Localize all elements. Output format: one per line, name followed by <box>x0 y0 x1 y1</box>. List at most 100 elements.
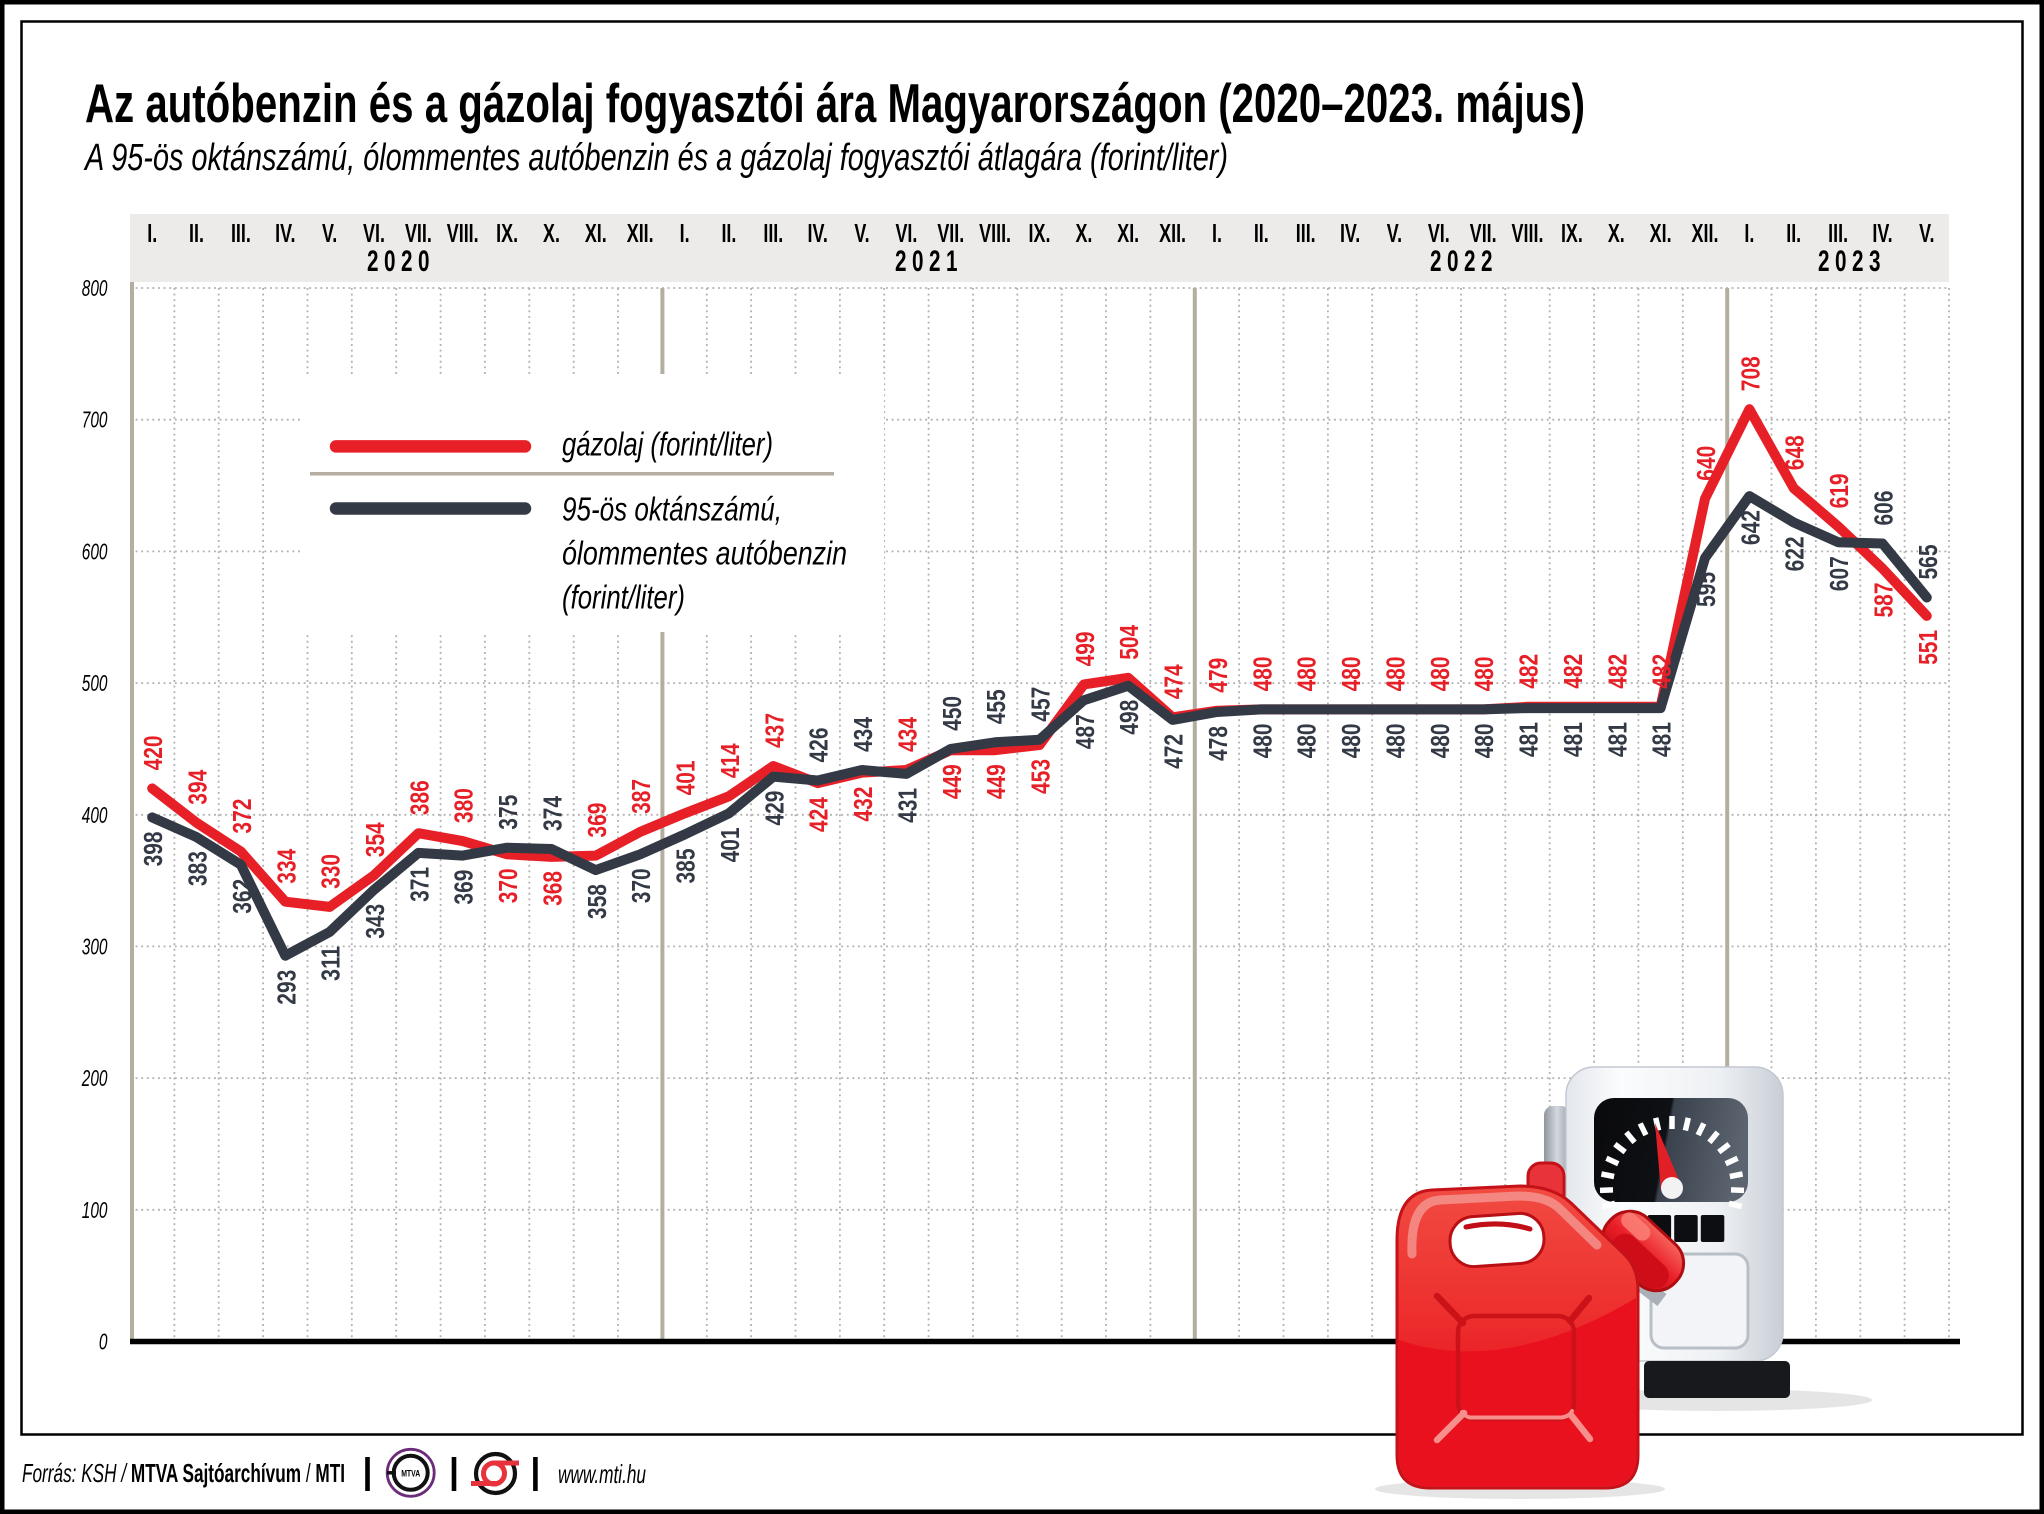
svg-text:480: 480 <box>1292 656 1322 691</box>
svg-text:XII.: XII. <box>627 218 654 248</box>
svg-text:362: 362 <box>227 879 257 914</box>
svg-text:387: 387 <box>626 779 656 814</box>
svg-text:480: 480 <box>1247 656 1277 691</box>
svg-text:I.: I. <box>1744 218 1754 248</box>
svg-text:IV.: IV. <box>808 218 828 248</box>
svg-text:700: 700 <box>82 407 108 433</box>
svg-text:ólommentes autóbenzin: ólommentes autóbenzin <box>562 535 847 572</box>
svg-text:MTVA Sajtóarchívum: MTVA Sajtóarchívum <box>131 1458 301 1488</box>
svg-text:2022: 2022 <box>1430 245 1498 278</box>
svg-text:400: 400 <box>82 802 108 828</box>
svg-text:481: 481 <box>1647 722 1677 757</box>
svg-text:V.: V. <box>322 218 337 248</box>
svg-text:480: 480 <box>1247 723 1277 758</box>
svg-text:VII.: VII. <box>937 218 964 248</box>
svg-text:432: 432 <box>848 787 878 822</box>
svg-text:600: 600 <box>82 538 108 564</box>
svg-text:449: 449 <box>937 764 967 799</box>
svg-text:VIII.: VIII. <box>447 218 479 248</box>
svg-text:gázolaj (forint/liter): gázolaj (forint/liter) <box>562 426 773 463</box>
svg-text:498: 498 <box>1114 700 1144 735</box>
svg-text:619: 619 <box>1824 473 1854 508</box>
svg-text:II.: II. <box>721 218 736 248</box>
svg-text:IX.: IX. <box>1029 218 1051 248</box>
svg-text:455: 455 <box>981 689 1011 724</box>
svg-text:648: 648 <box>1780 435 1810 470</box>
svg-text:343: 343 <box>360 904 390 939</box>
svg-text:487: 487 <box>1070 714 1100 749</box>
svg-text:III.: III. <box>1828 218 1848 248</box>
svg-text:VI.: VI. <box>895 218 917 248</box>
svg-text:293: 293 <box>271 970 301 1005</box>
svg-text:370: 370 <box>626 868 656 903</box>
svg-text:480: 480 <box>1469 656 1499 691</box>
svg-text:330: 330 <box>316 854 346 889</box>
svg-text:480: 480 <box>1425 656 1455 691</box>
svg-text:MTVA: MTVA <box>401 1469 420 1480</box>
svg-text:414: 414 <box>715 743 745 778</box>
svg-text:565: 565 <box>1913 545 1943 580</box>
svg-text:426: 426 <box>804 728 834 763</box>
svg-text:XII.: XII. <box>1159 218 1186 248</box>
svg-text:437: 437 <box>759 713 789 748</box>
svg-text:III.: III. <box>763 218 783 248</box>
svg-text:499: 499 <box>1070 631 1100 666</box>
svg-text:504: 504 <box>1114 624 1144 659</box>
svg-text:I.: I. <box>1212 218 1222 248</box>
svg-text:V.: V. <box>854 218 869 248</box>
svg-text:800: 800 <box>82 275 108 301</box>
svg-text:V.: V. <box>1387 218 1402 248</box>
svg-text:481: 481 <box>1558 722 1588 757</box>
svg-text:481: 481 <box>1514 722 1544 757</box>
svg-text:369: 369 <box>582 803 612 838</box>
svg-text:480: 480 <box>1292 723 1322 758</box>
svg-text:480: 480 <box>1469 723 1499 758</box>
svg-text:480: 480 <box>1380 723 1410 758</box>
svg-text:398: 398 <box>138 831 168 866</box>
svg-text:385: 385 <box>671 849 701 884</box>
svg-text:480: 480 <box>1336 723 1366 758</box>
svg-text:/: / <box>301 1458 315 1488</box>
svg-text:370: 370 <box>493 868 523 903</box>
svg-text:450: 450 <box>937 696 967 731</box>
svg-text:474: 474 <box>1159 664 1189 699</box>
svg-text:IX.: IX. <box>1561 218 1583 248</box>
svg-text:383: 383 <box>183 851 213 886</box>
svg-text:0: 0 <box>99 1329 108 1355</box>
svg-text:Az autóbenzin és a gázolaj fog: Az autóbenzin és a gázolaj fogyasztói ár… <box>85 72 1585 134</box>
svg-text:482: 482 <box>1602 654 1632 689</box>
svg-text:368: 368 <box>538 871 568 906</box>
svg-text:595: 595 <box>1691 572 1721 607</box>
svg-text:453: 453 <box>1026 759 1056 794</box>
svg-text:XI.: XI. <box>1117 218 1139 248</box>
svg-text:100: 100 <box>82 1197 108 1223</box>
svg-text:640: 640 <box>1691 446 1721 481</box>
svg-text:434: 434 <box>892 717 922 752</box>
svg-text:372: 372 <box>227 799 257 834</box>
svg-text:IV.: IV. <box>1340 218 1360 248</box>
svg-text:300: 300 <box>82 933 108 959</box>
svg-text:XII.: XII. <box>1692 218 1719 248</box>
svg-text:MTI: MTI <box>315 1458 345 1488</box>
svg-text:A 95-ös oktánszámú, ólommentes: A 95-ös oktánszámú, ólommentes autóbenzi… <box>83 137 1228 179</box>
svg-text:434: 434 <box>848 717 878 752</box>
svg-text:375: 375 <box>493 795 523 830</box>
svg-text:479: 479 <box>1203 658 1233 693</box>
svg-text:394: 394 <box>183 769 213 804</box>
svg-text:XI.: XI. <box>1650 218 1672 248</box>
svg-text:369: 369 <box>449 870 479 905</box>
svg-text:2021: 2021 <box>895 245 963 278</box>
svg-text:III.: III. <box>231 218 251 248</box>
svg-text:Forrás: KSH /: Forrás: KSH / <box>22 1458 131 1488</box>
svg-text:354: 354 <box>360 822 390 857</box>
svg-text:457: 457 <box>1026 687 1056 722</box>
svg-text:449: 449 <box>981 764 1011 799</box>
svg-text:480: 480 <box>1336 656 1366 691</box>
svg-text:482: 482 <box>1647 654 1677 689</box>
svg-text:XI.: XI. <box>585 218 607 248</box>
svg-text:500: 500 <box>82 670 108 696</box>
svg-text:480: 480 <box>1425 723 1455 758</box>
svg-text:IX.: IX. <box>496 218 518 248</box>
svg-text:(forint/liter): (forint/liter) <box>562 579 685 616</box>
svg-text:II.: II. <box>189 218 204 248</box>
